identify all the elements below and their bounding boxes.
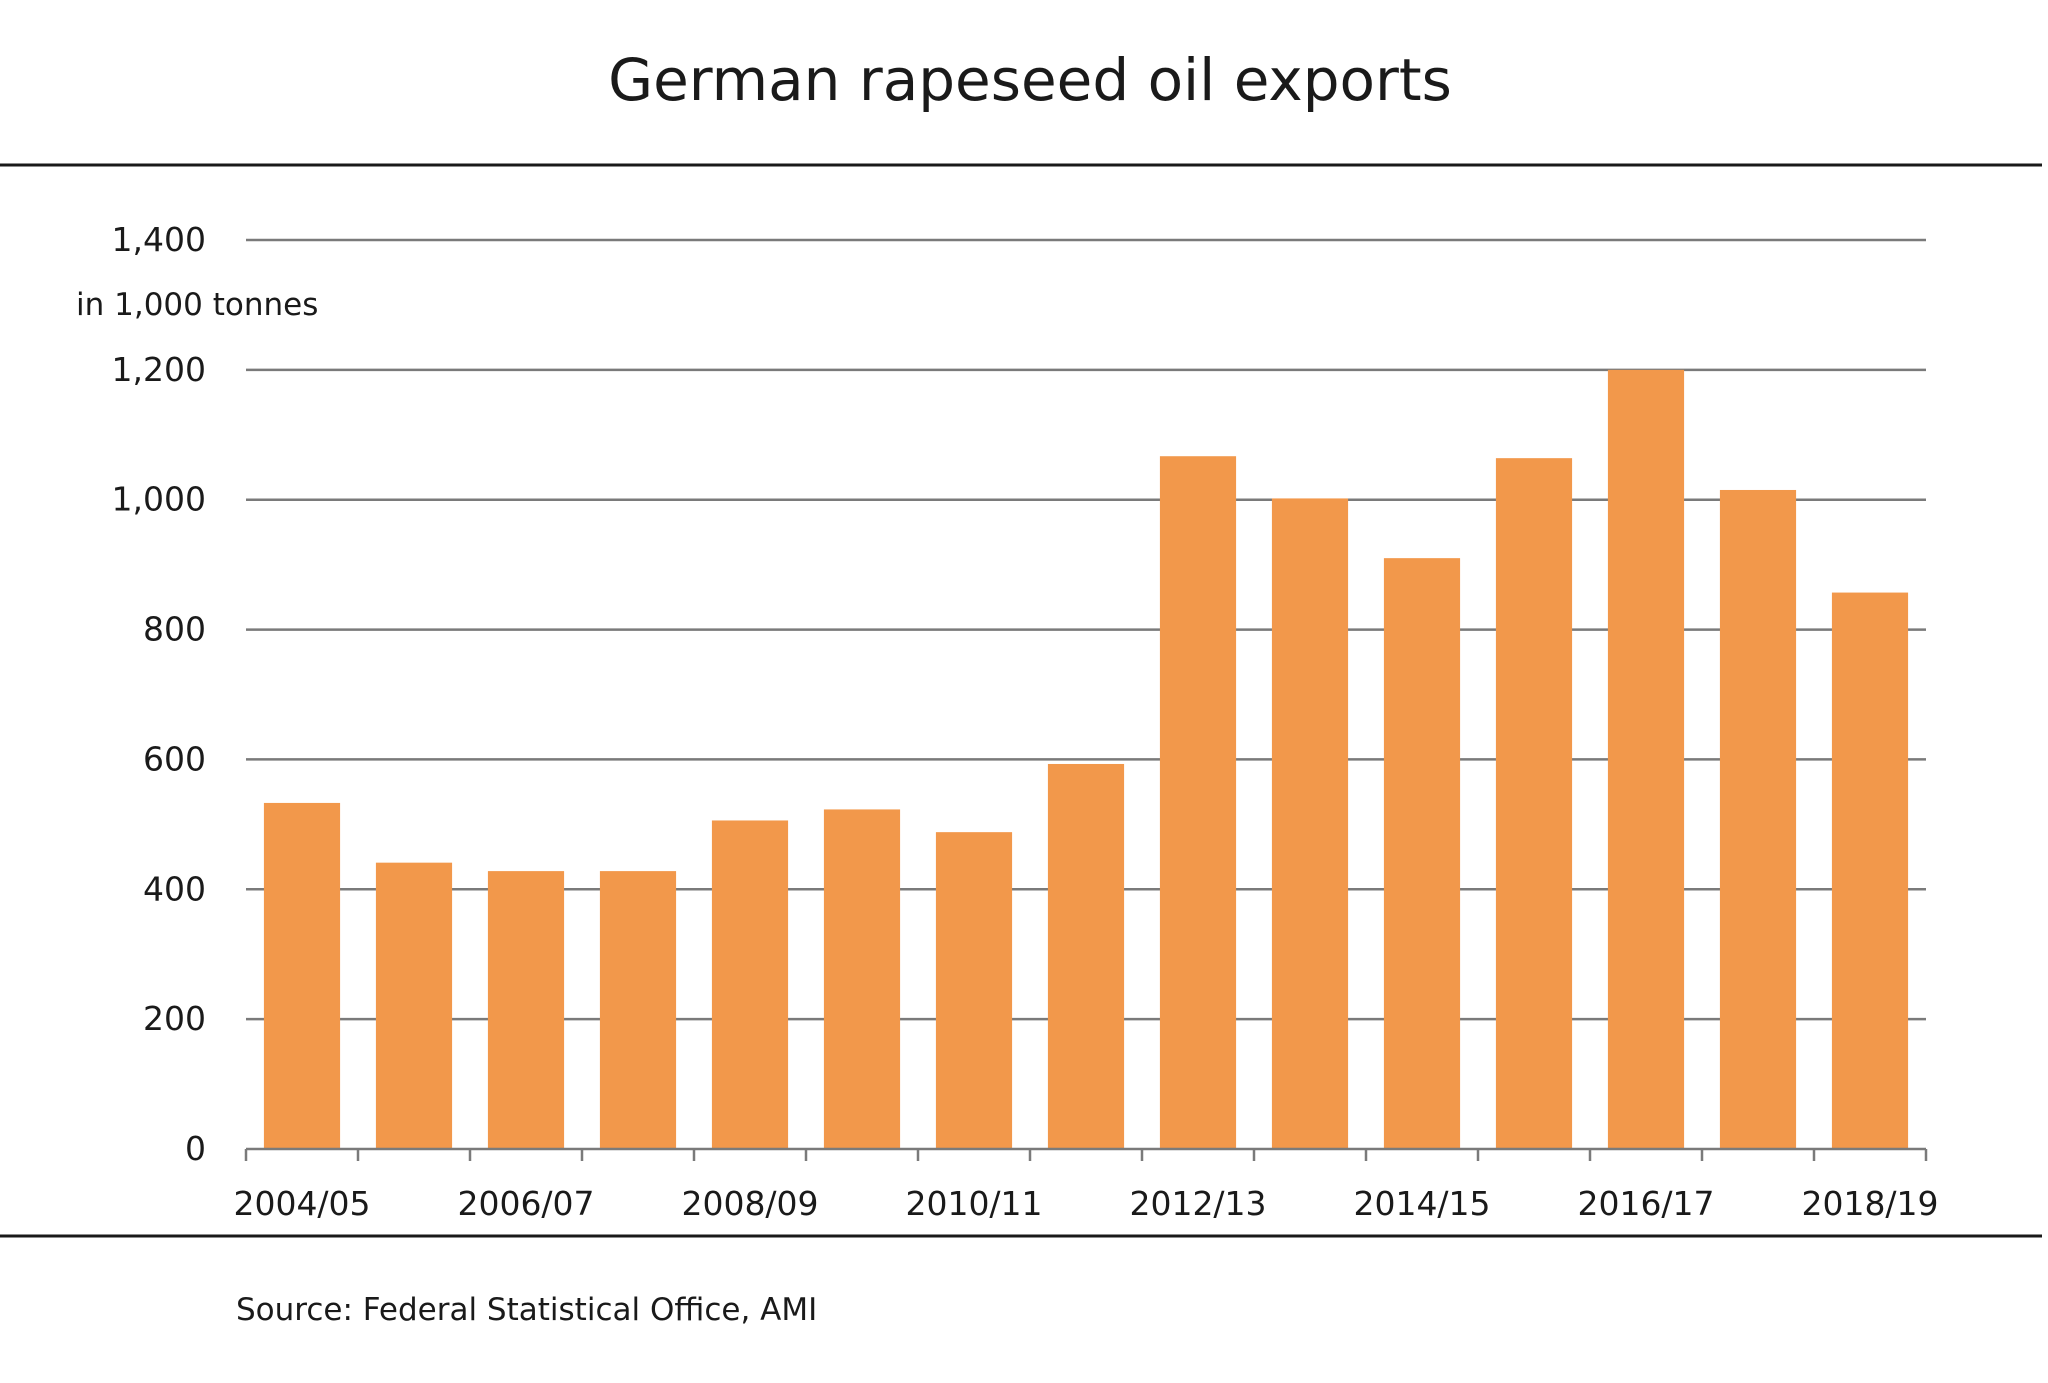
bar-2008-09 [711,820,789,1149]
x-tick-label: 2016/17 [1577,1184,1714,1223]
x-tick-label: 2004/05 [233,1184,370,1223]
bar-2010-11 [935,832,1013,1149]
y-tick-label: 400 [143,869,206,908]
x-tick-label: 2006/07 [457,1184,594,1223]
bar-2013-14 [1271,498,1349,1149]
y-axis-unit-label: in 1,000 tonnes [76,287,318,323]
bar-2018-19 [1831,592,1909,1149]
y-tick-label: 600 [143,739,206,778]
bar-2006-07 [487,871,565,1149]
source-note: Source: Federal Statistical Office, AMI [236,1292,817,1328]
y-tick-label: 1,200 [112,350,206,389]
y-tick-label: 1,000 [112,480,206,519]
y-tick-label: 800 [143,610,206,649]
bar-2017-18 [1719,489,1797,1150]
bar-2014-15 [1383,558,1461,1149]
y-tick-label: 1,400 [112,220,206,259]
x-tick-label: 2018/19 [1801,1184,1938,1223]
bar-2007-08 [599,871,677,1149]
y-tick-label: 200 [143,999,206,1038]
bar-2011-12 [1047,763,1125,1149]
chart-title: German rapeseed oil exports [608,46,1452,114]
x-tick-label: 2012/13 [1129,1184,1266,1223]
bar-2004-05 [263,802,341,1149]
bar-2015-16 [1495,458,1573,1149]
bar-2016-17 [1607,369,1685,1149]
y-tick-label: 0 [185,1129,206,1168]
x-tick-label: 2010/11 [905,1184,1042,1223]
x-tick-label: 2008/09 [681,1184,818,1223]
bar-2009-10 [823,809,901,1149]
x-tick-label: 2014/15 [1353,1184,1490,1223]
bar-2012-13 [1159,456,1237,1149]
bar-2005-06 [375,862,453,1149]
